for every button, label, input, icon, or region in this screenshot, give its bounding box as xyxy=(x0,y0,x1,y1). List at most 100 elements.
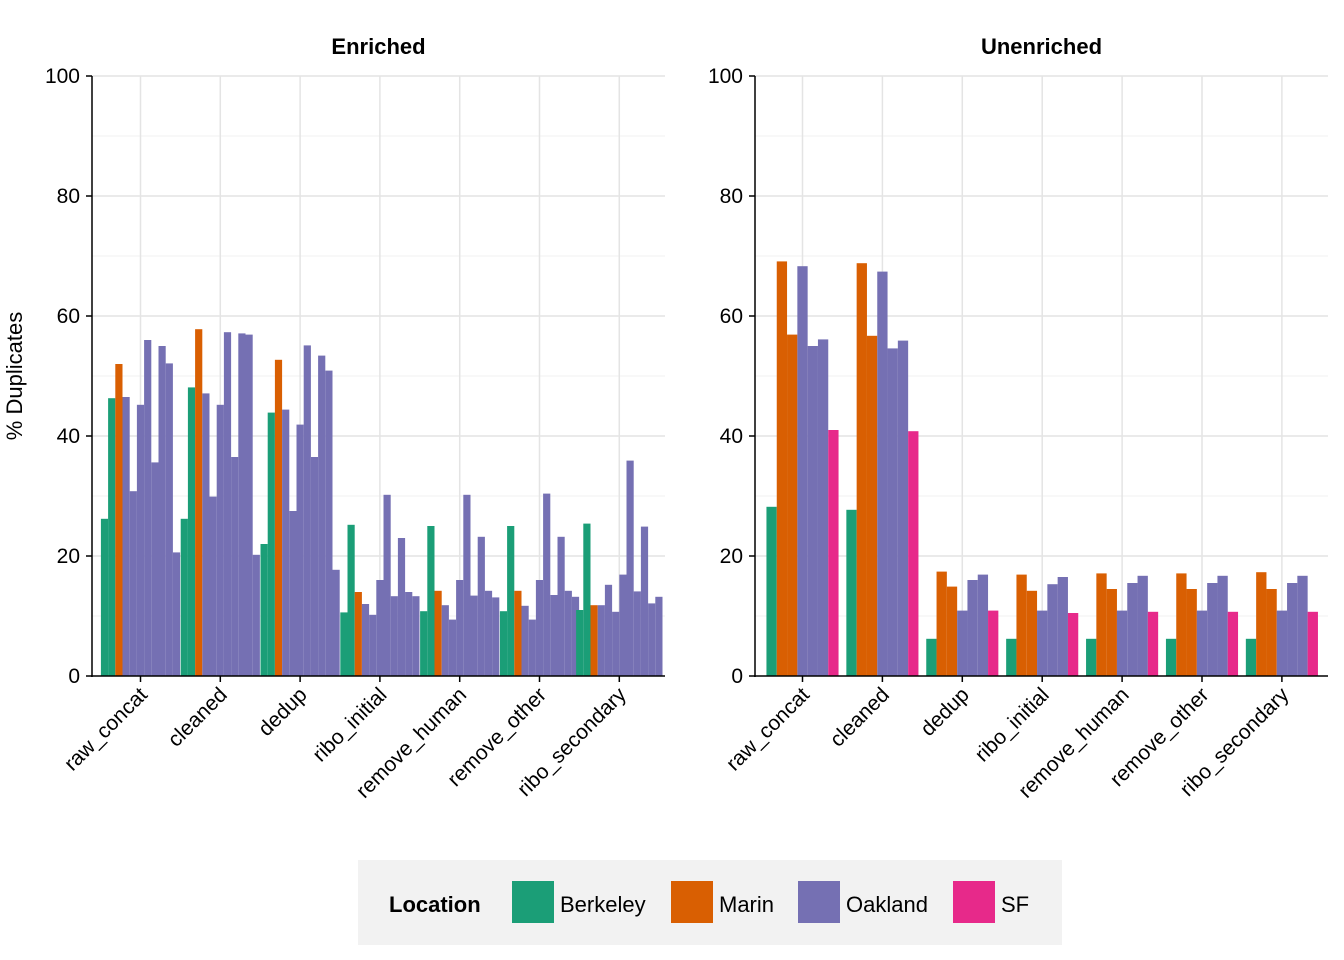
y-tick-label: 40 xyxy=(720,425,743,448)
bar-berkeley-ribo_secondary xyxy=(583,523,591,676)
bar-sf-remove_other xyxy=(1227,611,1239,676)
bar-marin-ribo_secondary xyxy=(1256,572,1267,676)
legend-swatch-oakland xyxy=(798,881,840,923)
bar-marin-cleaned xyxy=(866,335,878,676)
bar-oakland-remove_other xyxy=(1207,583,1218,676)
bar-berkeley-raw_concat xyxy=(766,506,777,676)
bar-berkeley-cleaned xyxy=(187,387,196,676)
bar-oakland-remove_other xyxy=(1196,610,1208,676)
bar-oakland-remove_other xyxy=(543,493,551,676)
y-tick-label: 100 xyxy=(708,65,743,88)
bar-oakland-remove_other xyxy=(550,595,558,676)
legend-label-marin: Marin xyxy=(719,892,774,917)
panel-unenriched: 0 20 40 60 80 100 raw_concat cleaned dedupribo_i… xyxy=(708,34,1328,803)
bar-oakland-ribo_secondary xyxy=(1276,610,1288,676)
bar-oakland-ribo_secondary xyxy=(655,596,663,676)
legend-swatch-berkeley xyxy=(512,881,554,923)
legend-label-sf: SF xyxy=(1001,892,1029,917)
bar-marin-ribo_initial xyxy=(1026,590,1038,676)
bar-oakland-ribo_initial xyxy=(383,494,391,676)
bar-oakland-cleaned xyxy=(887,348,898,676)
legend-swatch-marin xyxy=(671,881,713,923)
bar-sf-remove_human xyxy=(1147,611,1159,676)
bar-oakland-dedup xyxy=(332,569,340,676)
bar-oakland-cleaned xyxy=(897,340,909,676)
y-tick-label: 40 xyxy=(57,425,80,448)
x-tick-label: raw_concat xyxy=(60,683,152,775)
bar-marin-raw_concat xyxy=(115,364,123,676)
y-tick-label: 20 xyxy=(720,545,743,568)
bar-oakland-cleaned xyxy=(231,457,239,676)
y-tick-label: 60 xyxy=(57,305,80,328)
bar-oakland-ribo_initial xyxy=(1057,577,1068,676)
bar-berkeley-ribo_secondary xyxy=(1245,638,1257,676)
bar-oakland-ribo_initial xyxy=(361,604,370,676)
legend-title: Location xyxy=(389,892,481,917)
bar-oakland-ribo_initial xyxy=(1047,584,1058,676)
bar-berkeley-raw_concat xyxy=(108,398,116,676)
x-tick-label: cleaned xyxy=(164,683,232,751)
bar-oakland-cleaned xyxy=(223,332,232,676)
bar-marin-ribo_initial xyxy=(1016,574,1027,676)
bar-oakland-cleaned xyxy=(245,334,253,676)
bar-berkeley-ribo_initial xyxy=(340,612,348,676)
bar-oakland-ribo_secondary xyxy=(597,605,605,676)
bar-oakland-remove_human xyxy=(441,605,449,676)
bar-berkeley-ribo_initial xyxy=(347,524,355,676)
bar-berkeley-remove_human xyxy=(420,611,428,676)
bar-oakland-remove_other xyxy=(571,596,580,676)
bar-oakland-cleaned xyxy=(238,333,246,676)
bar-berkeley-remove_other xyxy=(499,611,508,676)
bar-oakland-ribo_secondary xyxy=(640,526,649,676)
bar-oakland-remove_human xyxy=(484,590,493,676)
legend-label-berkeley: Berkeley xyxy=(560,892,646,917)
bar-marin-raw_concat xyxy=(787,334,798,676)
bar-sf-cleaned xyxy=(908,431,919,676)
bar-berkeley-cleaned xyxy=(846,509,857,676)
bar-oakland-ribo_secondary xyxy=(619,574,627,676)
bar-oakland-dedup xyxy=(957,610,968,676)
legend-label-oakland: Oakland xyxy=(846,892,928,917)
y-axis-title: % Duplicates xyxy=(2,312,27,440)
bar-marin-dedup xyxy=(946,586,958,676)
bar-berkeley-cleaned xyxy=(180,518,188,676)
x-tick-label: ribo_initial xyxy=(308,683,391,766)
bar-berkeley-raw_concat xyxy=(100,518,109,676)
bar-oakland-remove_other xyxy=(535,580,544,676)
bar-oakland-ribo_initial xyxy=(397,538,406,676)
bar-oakland-cleaned xyxy=(209,496,217,676)
bar-oakland-remove_other xyxy=(521,605,529,676)
bar-berkeley-dedup xyxy=(926,638,937,676)
y-tick-label: 60 xyxy=(720,305,743,328)
bar-oakland-raw_concat xyxy=(144,340,152,676)
bar-oakland-ribo_initial xyxy=(390,596,398,676)
bar-oakland-remove_other xyxy=(564,590,572,676)
bar-oakland-raw_concat xyxy=(158,346,166,676)
bar-marin-remove_human xyxy=(1106,589,1117,676)
bar-oakland-dedup xyxy=(967,580,978,676)
bar-oakland-ribo_secondary xyxy=(604,584,613,676)
bar-oakland-ribo_secondary xyxy=(1287,583,1298,676)
bar-marin-remove_other xyxy=(1176,573,1187,676)
bar-sf-ribo_secondary xyxy=(1307,611,1318,676)
x-tick-label: dedup xyxy=(254,683,312,741)
bar-oakland-ribo_initial xyxy=(1037,610,1048,676)
bar-berkeley-ribo_secondary xyxy=(576,610,584,676)
bar-oakland-raw_concat xyxy=(165,363,173,676)
bar-marin-cleaned xyxy=(856,263,867,676)
bar-oakland-remove_other xyxy=(557,536,565,676)
bar-oakland-raw_concat xyxy=(151,462,159,676)
bar-marin-ribo_secondary xyxy=(590,605,598,676)
bar-oakland-dedup xyxy=(318,355,326,676)
bar-oakland-dedup xyxy=(977,574,989,676)
y-tick-label: 80 xyxy=(720,185,743,208)
y-tick-label: 0 xyxy=(68,665,80,688)
legend-swatch-sf xyxy=(953,881,995,923)
bar-oakland-raw_concat xyxy=(129,491,137,676)
bar-oakland-remove_other xyxy=(1217,575,1228,676)
bar-berkeley-remove_other xyxy=(507,526,515,676)
y-tick-label: 20 xyxy=(57,545,80,568)
bar-oakland-remove_human xyxy=(456,580,464,676)
bar-oakland-dedup xyxy=(296,424,304,676)
